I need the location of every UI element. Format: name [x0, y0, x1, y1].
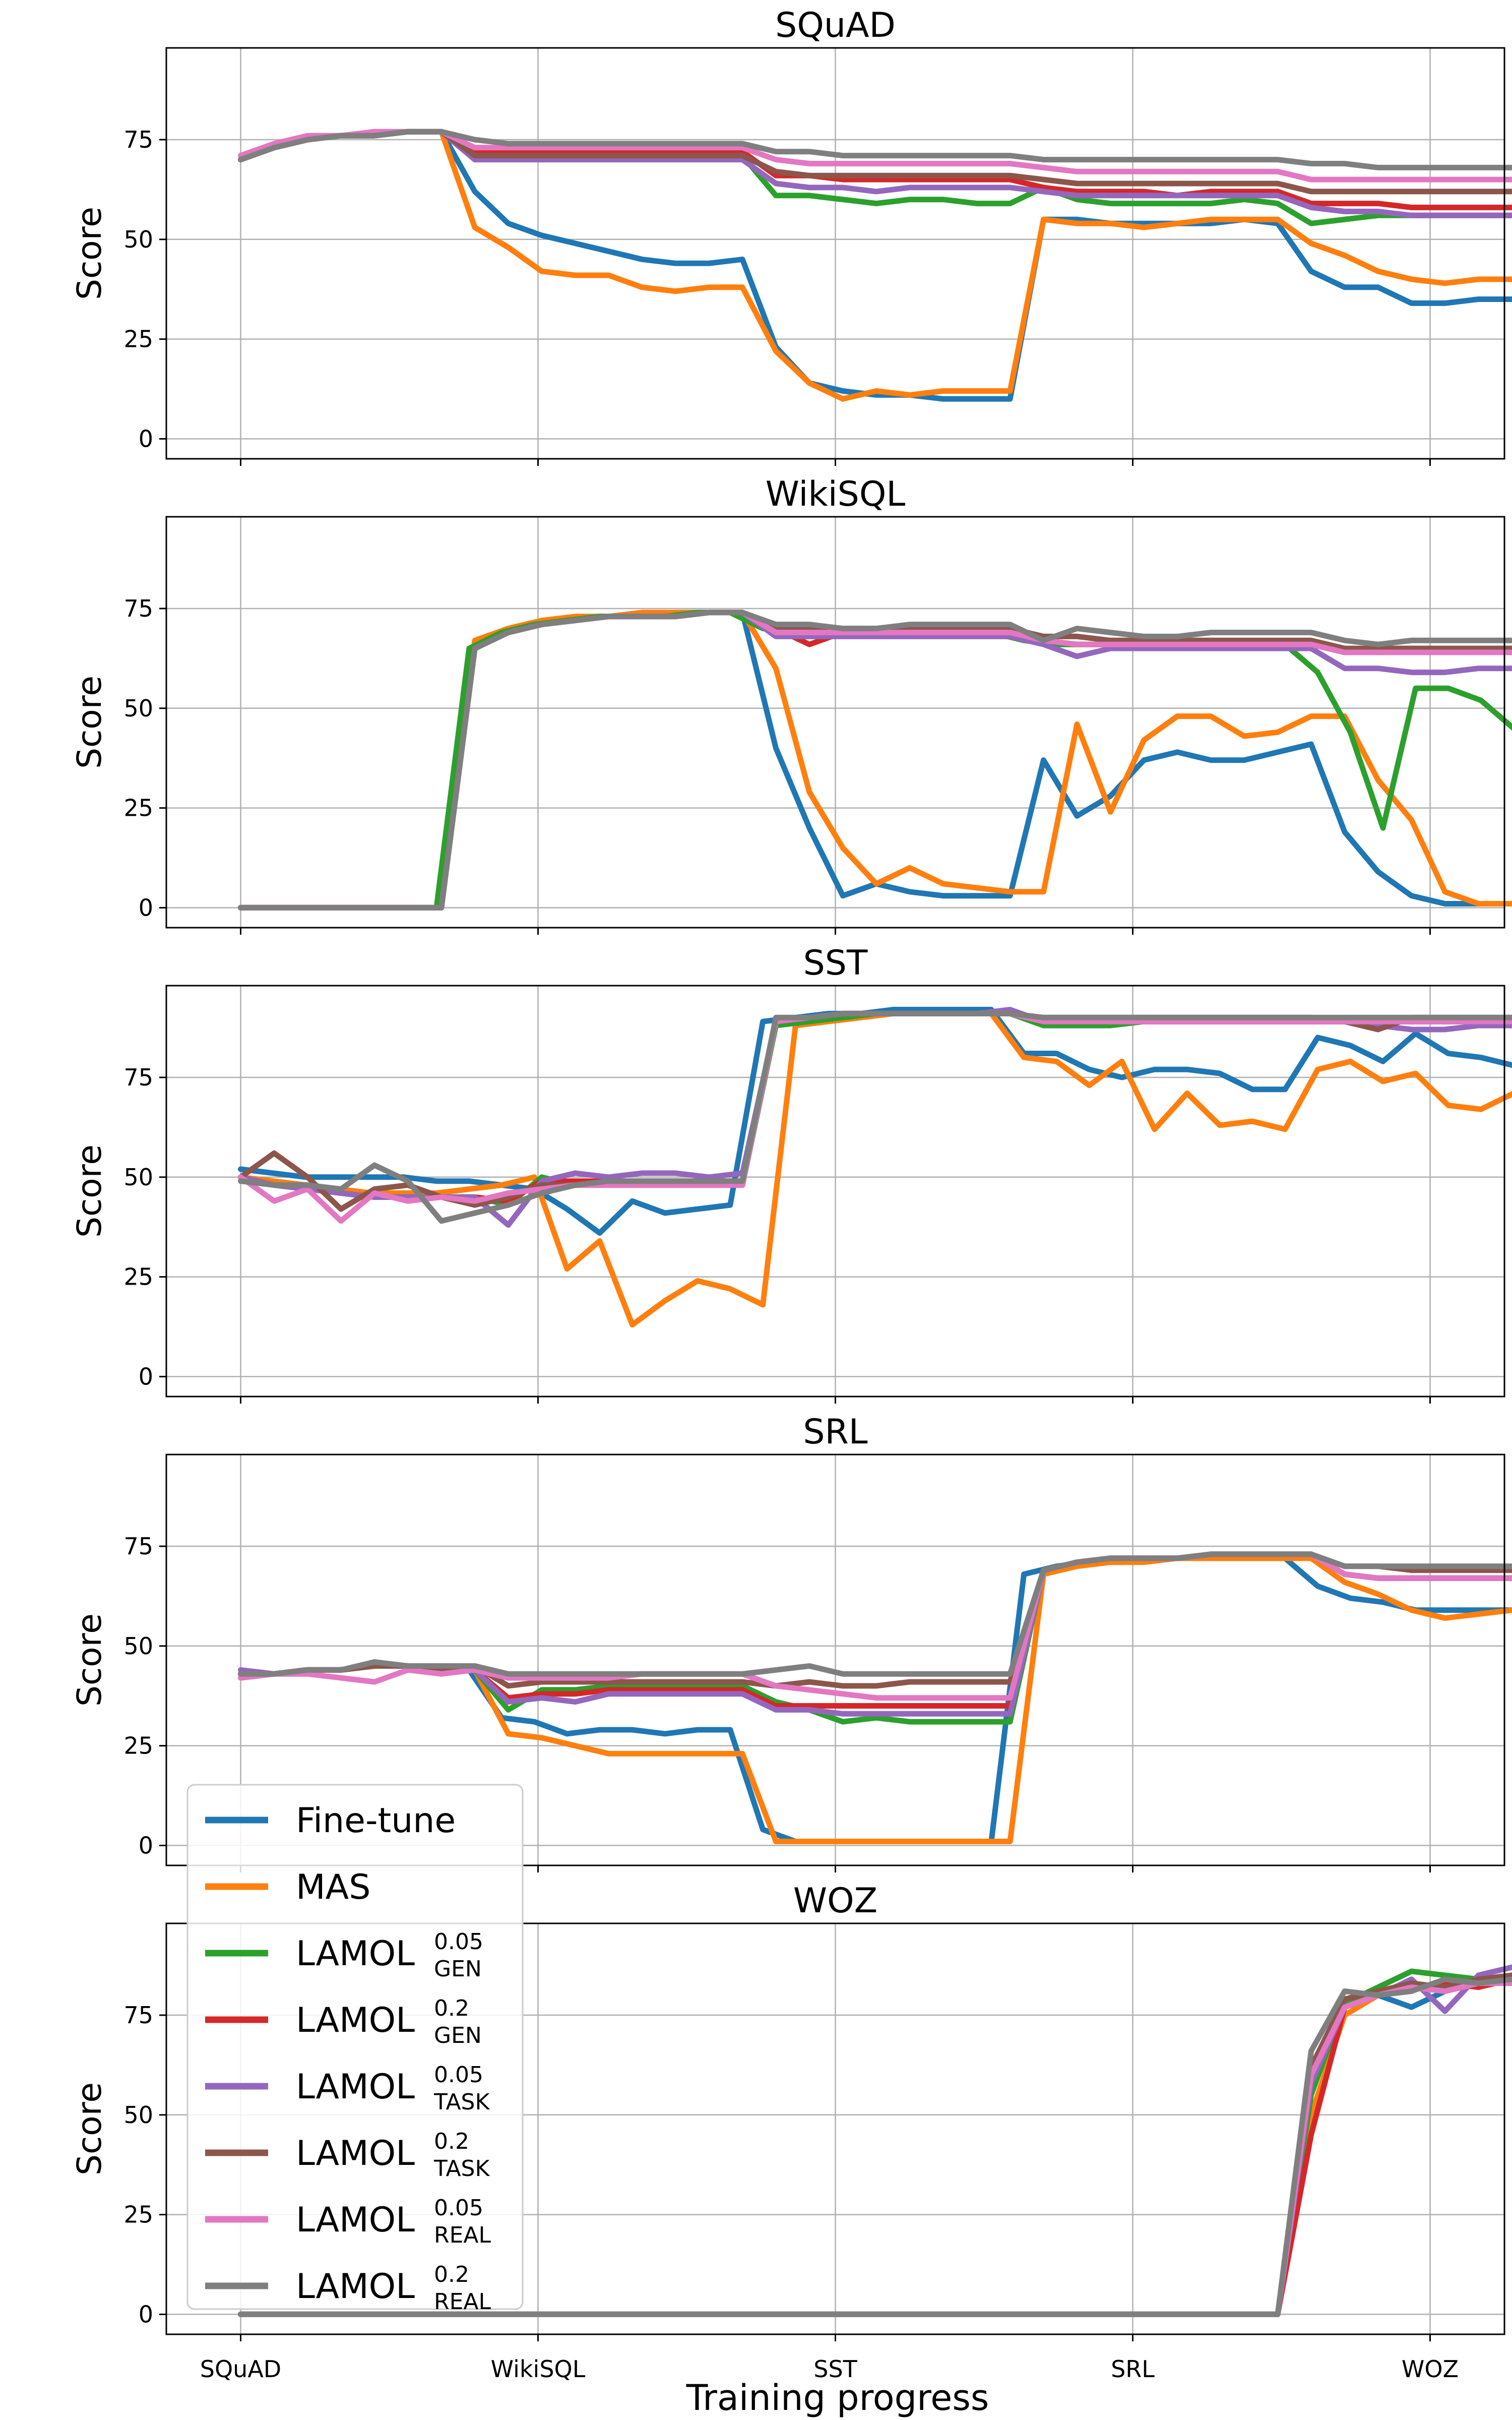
series-line-gen005: [238, 1010, 1512, 1208]
y-axis-label: Score: [70, 676, 109, 769]
x-tick-label: SST: [813, 2355, 857, 2383]
legend-item-task005: LAMOL 0.05 TASK: [205, 2062, 490, 2115]
y-tick-label: 25: [123, 2201, 153, 2228]
y-tick-label: 50: [123, 226, 153, 253]
plot-frame: [165, 47, 1505, 460]
y-axis-label: Score: [70, 2082, 109, 2175]
y-axis-label: Score: [70, 207, 109, 300]
y-tick-label: 50: [123, 2101, 153, 2129]
legend-item-real005: LAMOL 0.05 REAL: [205, 2195, 491, 2248]
series-line-task005: [238, 610, 1512, 911]
y-axis-label: Score: [70, 1144, 109, 1238]
panel-title: SQuAD: [775, 6, 896, 45]
y-tick-label: 25: [123, 1732, 153, 1760]
x-axis-label: Training progress: [686, 2377, 989, 2418]
panels: SQuAD 0 25 50 75 Score WikiSQL 0 25 50 75 Score SST 0…: [70, 6, 1512, 2383]
x-tick-label: SQuAD: [200, 2355, 281, 2383]
legend-label: LAMOL 0.05 TASK: [296, 2062, 490, 2115]
series-line-real005: [238, 1551, 1512, 1701]
plot-frame: [165, 985, 1505, 1398]
x-tick-label: WOZ: [1402, 2355, 1459, 2383]
plot-frame: [165, 1922, 1505, 2335]
series-line-real005: [238, 1010, 1512, 1224]
series-line-gen02: [238, 1010, 1512, 1204]
y-tick-label: 75: [123, 2002, 153, 2029]
y-tick-label: 0: [139, 1832, 153, 1859]
legend-item-gen005: LAMOL 0.05 GEN: [205, 1929, 483, 1982]
y-tick-label: 75: [123, 126, 153, 153]
panel-srl: SRL 0 25 50 75 Score: [70, 1412, 1512, 1872]
legend: Fine-tune MAS LAMOL 0.05 GEN LAMOL 0.2 GEN LAMOL…: [186, 1784, 524, 2315]
legend-label: MAS: [296, 1867, 370, 1907]
y-tick-label: 0: [139, 425, 153, 452]
y-tick-label: 50: [123, 1164, 153, 1191]
panel-wikisql: WikiSQL 0 25 50 75 Score: [70, 474, 1512, 935]
panel-title: WOZ: [793, 1881, 877, 1921]
y-tick-label: 25: [123, 795, 153, 822]
series-line-real02: [238, 1010, 1512, 1224]
series-line-mas: [238, 129, 1512, 402]
y-tick-label: 0: [139, 894, 153, 921]
legend-label: LAMOL 0.05 REAL: [296, 2195, 491, 2248]
panel-woz: WOZ 0 25 50 75 Score SQuAD WikiSQL SST SRL WOZ: [70, 1881, 1512, 2383]
series-line-finetune: [238, 1007, 1512, 1236]
y-tick-label: 25: [123, 1263, 153, 1291]
panel-squad: SQuAD 0 25 50 75 Score: [70, 6, 1512, 466]
series-line-finetune: [238, 129, 1512, 402]
legend-item-mas: MAS: [205, 1867, 370, 1907]
legend-item-finetune: Fine-tune: [205, 1801, 456, 1841]
plot-frame: [165, 516, 1505, 929]
panel-title: SST: [803, 943, 868, 983]
panel-title: SRL: [803, 1412, 867, 1452]
x-tick-label: WikiSQL: [491, 2355, 586, 2383]
panel-sst: SST 0 25 50 75 Score: [70, 943, 1512, 1404]
y-tick-label: 75: [123, 1064, 153, 1091]
y-tick-label: 0: [139, 2301, 153, 2328]
series-line-task005: [238, 1551, 1512, 1717]
series-line-real005: [238, 129, 1512, 183]
y-tick-label: 50: [123, 695, 153, 722]
series-line-task02: [238, 129, 1512, 195]
y-tick-label: 0: [139, 1363, 153, 1390]
legend-item-gen02: LAMOL 0.2 GEN: [205, 1995, 482, 2048]
series-line-real02: [238, 1976, 1512, 2317]
series-line-real02: [238, 610, 1512, 911]
legend-item-task02: LAMOL 0.2 TASK: [205, 2129, 490, 2182]
legend-label: LAMOL 0.05 GEN: [296, 1929, 483, 1982]
panel-title: WikiSQL: [766, 474, 906, 514]
plot-frame: [165, 1454, 1505, 1866]
legend-label: LAMOL 0.2 GEN: [296, 1995, 482, 2048]
y-axis-label: Score: [70, 1613, 109, 1707]
series-line-real02: [238, 1551, 1512, 1677]
series-line-mas: [238, 1010, 1512, 1328]
legend-box: [186, 1784, 524, 2310]
legend-label: Fine-tune: [296, 1801, 456, 1841]
series-line-real02: [238, 129, 1512, 170]
x-tick-label: SRL: [1111, 2355, 1155, 2383]
y-tick-label: 25: [123, 326, 153, 353]
legend-item-real02: LAMOL 0.2 REAL: [205, 2262, 491, 2315]
y-tick-label: 75: [123, 595, 153, 622]
y-tick-label: 75: [123, 1533, 153, 1560]
y-tick-label: 50: [123, 1632, 153, 1660]
legend-label: LAMOL 0.2 TASK: [296, 2129, 490, 2182]
series-line-gen02: [238, 129, 1512, 210]
legend-label: LAMOL 0.2 REAL: [296, 2262, 491, 2315]
